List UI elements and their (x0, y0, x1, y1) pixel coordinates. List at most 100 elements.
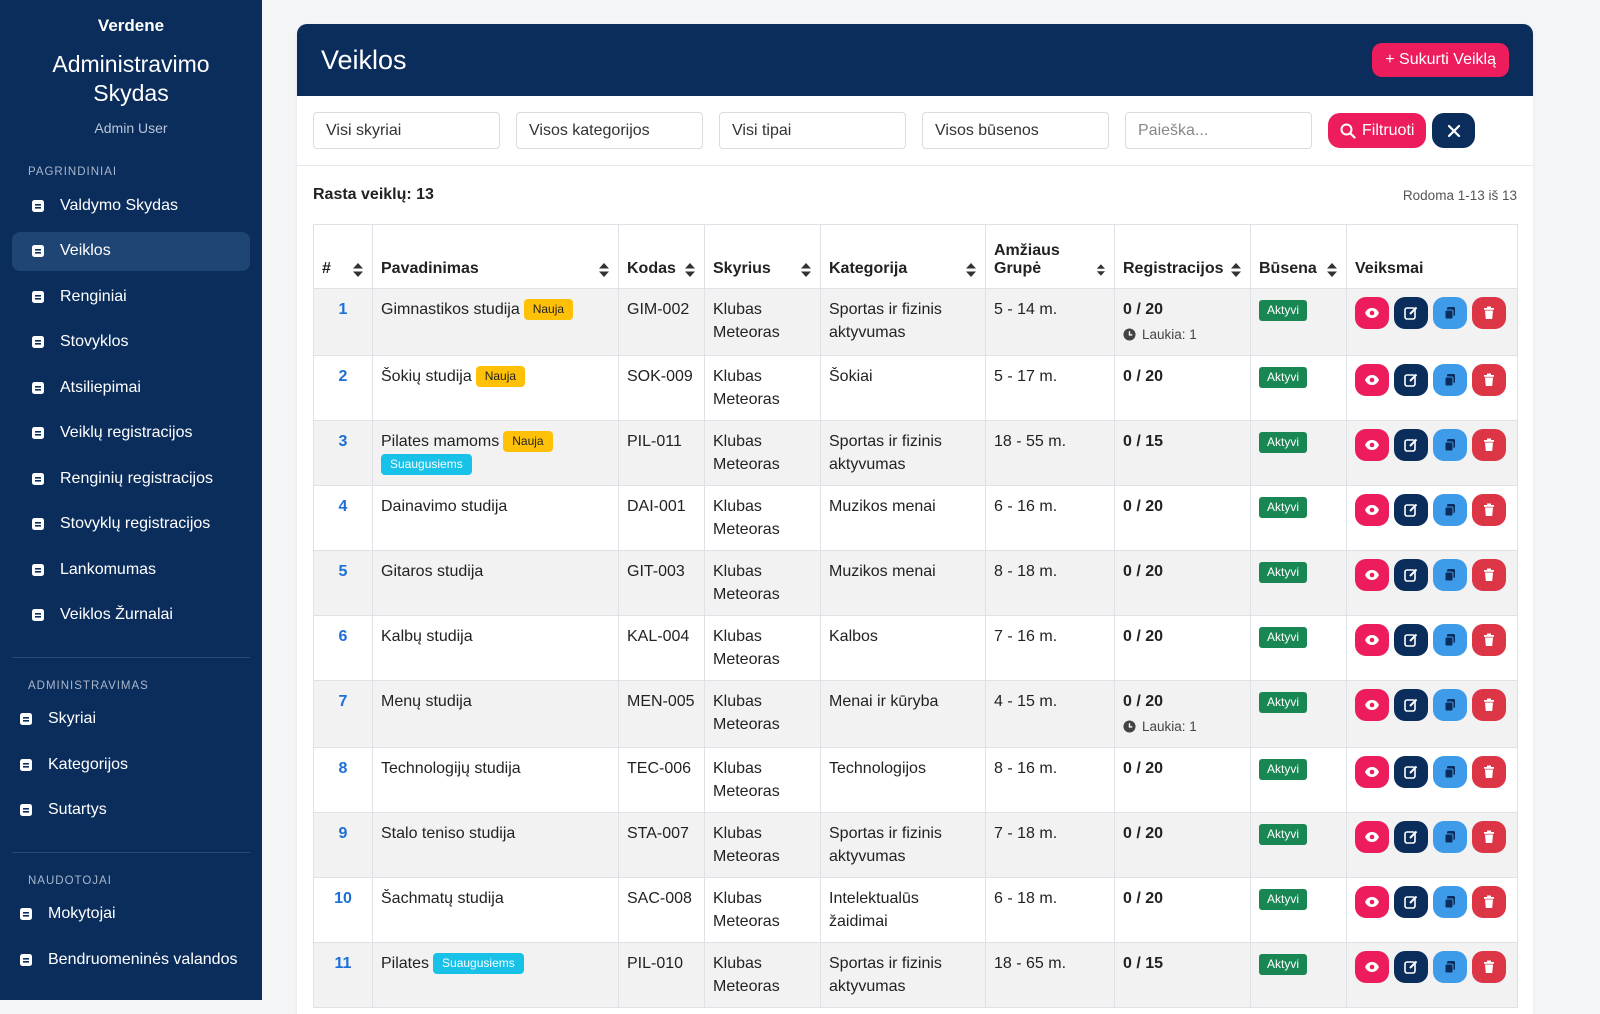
registration-count: 0 / 15 (1123, 955, 1164, 972)
nav-item[interactable]: Atsiliepimai (12, 368, 250, 407)
nav-item[interactable]: Mokytojai (0, 895, 262, 934)
delete-button[interactable] (1472, 429, 1506, 461)
copy-button[interactable] (1433, 494, 1467, 526)
edit-button[interactable] (1394, 429, 1428, 461)
view-button[interactable] (1355, 297, 1389, 329)
copy-button[interactable] (1433, 821, 1467, 853)
table-body: 1 Gimnastikos studija Nauja GIM-002 Klubas M… (313, 288, 1518, 1008)
row-id[interactable]: 5 (313, 550, 373, 616)
edit-button[interactable] (1394, 951, 1428, 983)
column-header[interactable]: Registracijos (1114, 224, 1251, 289)
nav-label: Kategorijos (48, 755, 129, 773)
delete-button[interactable] (1472, 559, 1506, 591)
nav-item[interactable]: Veiklos Žurnalai (12, 596, 250, 635)
nav-item[interactable]: Renginių registracijos (12, 459, 250, 498)
delete-button[interactable] (1472, 756, 1506, 788)
edit-button[interactable] (1394, 886, 1428, 918)
view-button[interactable] (1355, 624, 1389, 656)
nav-item[interactable]: Veiklos (12, 231, 250, 271)
view-button[interactable] (1355, 821, 1389, 853)
delete-button[interactable] (1472, 494, 1506, 526)
clear-button[interactable] (1432, 113, 1476, 148)
edit-button[interactable] (1394, 297, 1428, 329)
nav-label: Renginių registracijos (60, 469, 213, 487)
edit-button[interactable] (1394, 494, 1428, 526)
view-button[interactable] (1355, 886, 1389, 918)
row-id[interactable]: 1 (313, 288, 373, 356)
edit-button[interactable] (1394, 756, 1428, 788)
view-button[interactable] (1355, 494, 1389, 526)
delete-button[interactable] (1472, 689, 1506, 721)
filter-select[interactable]: Visi skyriai (313, 112, 500, 149)
copy-button[interactable] (1433, 886, 1467, 918)
filter-select[interactable]: Visos būsenos (922, 112, 1109, 149)
search-input[interactable]: Paieška... (1125, 112, 1312, 149)
delete-button[interactable] (1472, 821, 1506, 853)
row-id[interactable]: 3 (313, 420, 373, 486)
row-id[interactable]: 6 (313, 615, 373, 681)
filter-select[interactable]: Visos kategorijos (516, 112, 703, 149)
edit-button[interactable] (1394, 821, 1428, 853)
create-button[interactable]: + Sukurti Veiklą (1372, 43, 1509, 77)
nav-item[interactable]: Veiklų registracijos (12, 414, 250, 453)
row-id[interactable]: 10 (313, 877, 373, 943)
delete-button[interactable] (1472, 886, 1506, 918)
nav-item[interactable]: Bendruomeninės valandos (0, 940, 262, 979)
nav-item[interactable]: Stovyklos (12, 323, 250, 362)
view-button[interactable] (1355, 559, 1389, 591)
action-icon (1444, 961, 1455, 974)
view-button[interactable] (1355, 689, 1389, 721)
row-id[interactable]: 4 (313, 485, 373, 551)
column-header[interactable]: Būsena (1250, 224, 1347, 289)
action-icon (1365, 962, 1379, 972)
nav-item[interactable]: Sutartys (0, 791, 262, 830)
copy-button[interactable] (1433, 429, 1467, 461)
page-title: Veiklos (321, 44, 407, 75)
delete-button[interactable] (1472, 364, 1506, 396)
column-header[interactable]: Pavadinimas (372, 224, 619, 289)
copy-button[interactable] (1433, 951, 1467, 983)
delete-button[interactable] (1472, 297, 1506, 329)
copy-button[interactable] (1433, 559, 1467, 591)
activity-name-text: Menų studija (381, 693, 472, 710)
filter-button[interactable]: Filtruoti (1328, 113, 1427, 148)
nav-item[interactable]: Renginiai (12, 277, 250, 316)
view-button[interactable] (1355, 951, 1389, 983)
copy-button[interactable] (1433, 364, 1467, 396)
copy-button[interactable] (1433, 297, 1467, 329)
edit-button[interactable] (1394, 559, 1428, 591)
column-header[interactable]: Kategorija (820, 224, 986, 289)
column-header[interactable]: Kodas (618, 224, 705, 289)
row-id[interactable]: 11 (313, 942, 373, 1008)
row-id[interactable]: 8 (313, 747, 373, 813)
row-id[interactable]: 2 (313, 355, 373, 421)
copy-button[interactable] (1433, 624, 1467, 656)
view-button[interactable] (1355, 756, 1389, 788)
nav-icon (20, 713, 32, 725)
row-id[interactable]: 9 (313, 812, 373, 878)
nav-label: Atsiliepimai (60, 378, 141, 396)
delete-button[interactable] (1472, 624, 1506, 656)
delete-button[interactable] (1472, 951, 1506, 983)
copy-button[interactable] (1433, 756, 1467, 788)
edit-button[interactable] (1394, 624, 1428, 656)
nav-item[interactable]: Valdymo Skydas (12, 186, 250, 225)
column-header[interactable]: # (313, 224, 373, 289)
sort-icon (966, 263, 976, 277)
column-header[interactable]: Amžiaus Grupė (985, 224, 1115, 289)
nav-label: Bendruomeninės valandos (48, 950, 238, 968)
view-button[interactable] (1355, 364, 1389, 396)
nav-item[interactable]: Kategorijos (0, 745, 262, 784)
nav-item[interactable]: Skyriai (0, 700, 262, 739)
row-id[interactable]: 7 (313, 680, 373, 748)
edit-button[interactable] (1394, 364, 1428, 396)
copy-button[interactable] (1433, 689, 1467, 721)
nav-item[interactable]: Stovyklų registracijos (12, 505, 250, 544)
column-header[interactable]: Skyrius (704, 224, 821, 289)
nav-item[interactable]: Lankomumas (12, 550, 250, 589)
column-title: Veiksmai (1355, 260, 1424, 277)
edit-button[interactable] (1394, 689, 1428, 721)
sidebar-title: Administravimo Skydas (52, 51, 210, 106)
filter-select[interactable]: Visi tipai (719, 112, 906, 149)
view-button[interactable] (1355, 429, 1389, 461)
